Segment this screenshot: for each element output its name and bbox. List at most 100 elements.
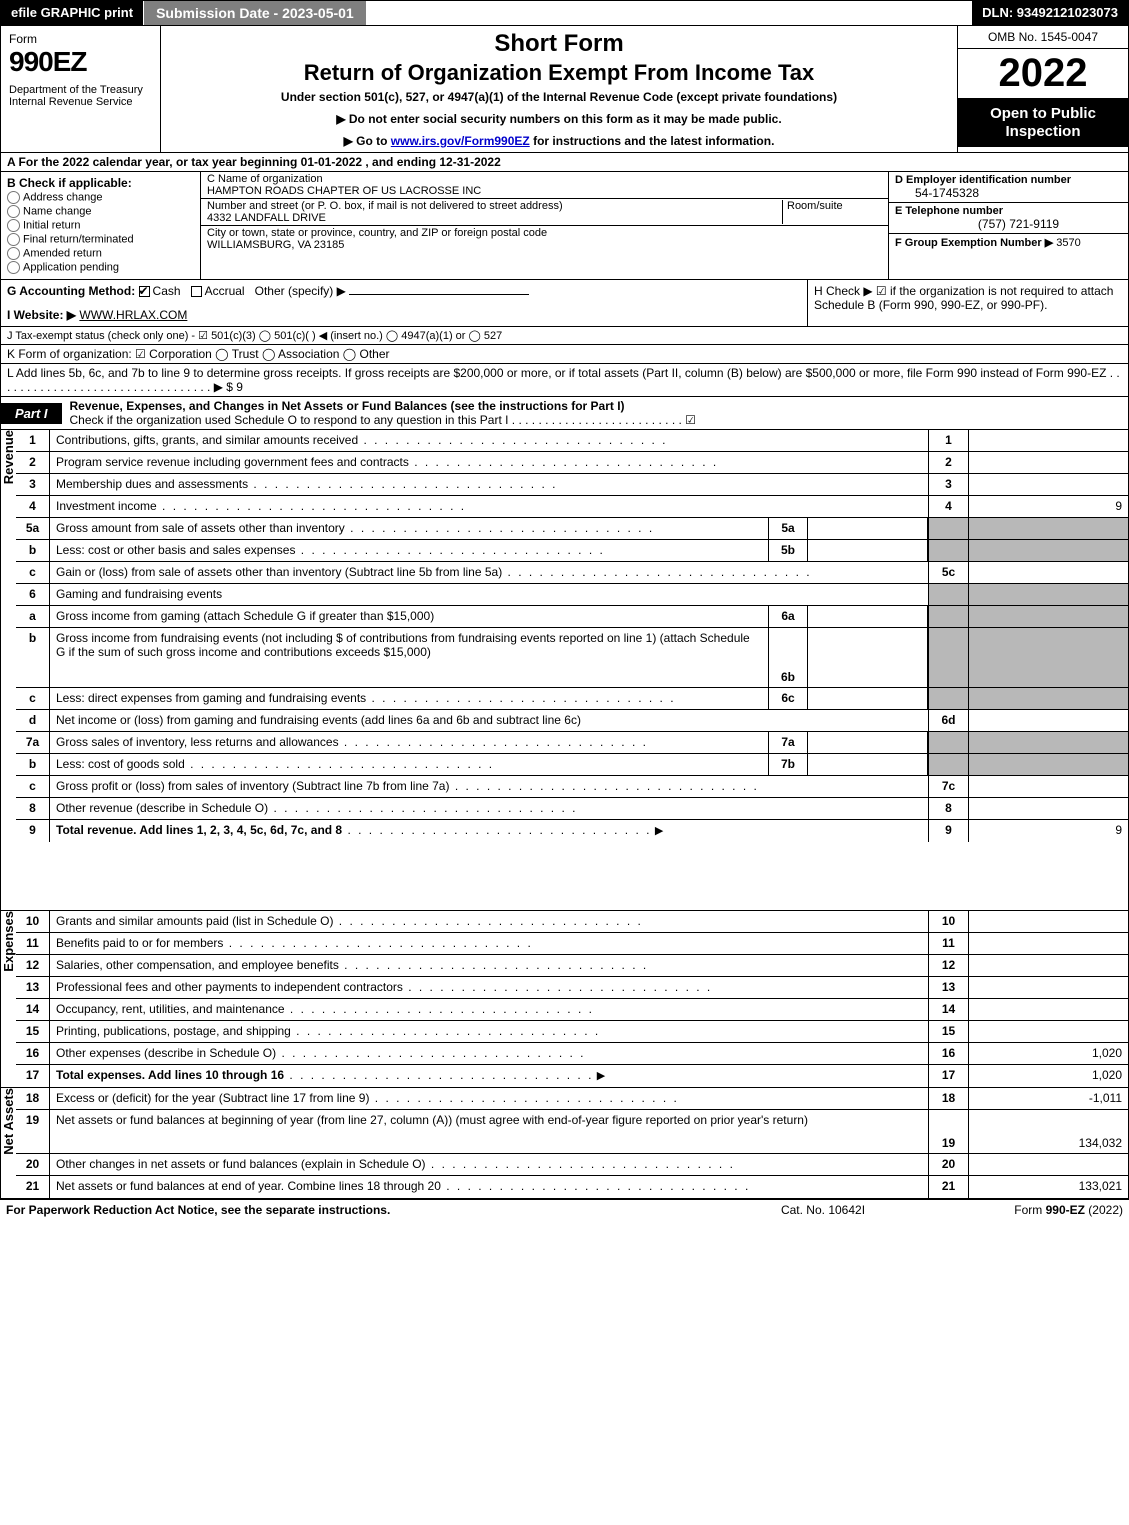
part-i-bar: Part I Revenue, Expenses, and Changes in… [0, 397, 1129, 430]
line-13-rnum: 13 [928, 977, 968, 998]
line-5b-desc: Less: cost or other basis and sales expe… [50, 540, 768, 561]
line-6-rnum-shade [928, 584, 968, 605]
line-5b-sv [808, 540, 928, 561]
section-d-e-f: D Employer identification number 54-1745… [888, 172, 1128, 279]
radio-application-pending[interactable] [7, 261, 20, 274]
line-18-desc: Excess or (deficit) for the year (Subtra… [50, 1088, 928, 1109]
line-7c-desc: Gross profit or (loss) from sales of inv… [50, 776, 928, 797]
line-5a-desc: Gross amount from sale of assets other t… [50, 518, 768, 539]
line-6d-num: d [16, 710, 50, 731]
radio-address-change[interactable] [7, 191, 20, 204]
line-8-val [968, 798, 1128, 819]
line-8-desc: Other revenue (describe in Schedule O) [50, 798, 928, 819]
line-14-rnum: 14 [928, 999, 968, 1020]
part-i-check-text: Check if the organization used Schedule … [70, 413, 696, 427]
other-input-line[interactable] [349, 294, 529, 295]
street-label: Number and street (or P. O. box, if mail… [207, 200, 782, 212]
check-address-change[interactable]: Address change [7, 191, 194, 204]
line-19-num: 19 [16, 1110, 50, 1153]
city-value: WILLIAMSBURG, VA 23185 [207, 239, 882, 251]
line-20-rnum: 20 [928, 1154, 968, 1175]
line-17-val: 1,020 [968, 1065, 1128, 1087]
check-cash[interactable] [139, 286, 150, 297]
check-accrual[interactable] [191, 286, 202, 297]
line-7b-rval-shade [968, 754, 1128, 775]
line-5c-desc: Gain or (loss) from sale of assets other… [50, 562, 928, 583]
instr2-pre: ▶ Go to [344, 134, 391, 148]
line-6c-rnum-shade [928, 688, 968, 709]
form-header: Form 990EZ Department of the Treasury In… [0, 26, 1129, 153]
line-6b-rval-shade [968, 628, 1128, 687]
phone-value: (757) 721-9119 [895, 217, 1122, 231]
line-12-num: 12 [16, 955, 50, 976]
line-19-desc: Net assets or fund balances at beginning… [50, 1110, 928, 1153]
check-name-change[interactable]: Name change [7, 205, 194, 218]
line-20-desc: Other changes in net assets or fund bala… [50, 1154, 928, 1175]
line-3-num: 3 [16, 474, 50, 495]
page-footer: For Paperwork Reduction Act Notice, see … [0, 1199, 1129, 1220]
line-15-num: 15 [16, 1021, 50, 1042]
line-19-rnum: 19 [928, 1110, 968, 1153]
check-final-return[interactable]: Final return/terminated [7, 233, 194, 246]
line-6a-sn: 6a [768, 606, 808, 627]
line-3-rnum: 3 [928, 474, 968, 495]
line-6-num: 6 [16, 584, 50, 605]
dln-label: DLN: 93492121023073 [972, 1, 1128, 25]
line-16-val: 1,020 [968, 1043, 1128, 1064]
line-6c-sv [808, 688, 928, 709]
efile-print-button[interactable]: efile GRAPHIC print [1, 1, 144, 25]
radio-amended-return[interactable] [7, 247, 20, 260]
line-14-num: 14 [16, 999, 50, 1020]
line-6c-desc: Less: direct expenses from gaming and fu… [50, 688, 768, 709]
check-application-pending[interactable]: Application pending [7, 261, 194, 274]
check-initial-return[interactable]: Initial return [7, 219, 194, 232]
radio-final-return[interactable] [7, 233, 20, 246]
line-12-val [968, 955, 1128, 976]
line-15-desc: Printing, publications, postage, and shi… [50, 1021, 928, 1042]
line-16-rnum: 16 [928, 1043, 968, 1064]
line-12-desc: Salaries, other compensation, and employ… [50, 955, 928, 976]
line-14-desc: Occupancy, rent, utilities, and maintena… [50, 999, 928, 1020]
line-17-desc: Total expenses. Add lines 10 through 16 … [50, 1065, 928, 1087]
line-7a-rval-shade [968, 732, 1128, 753]
line-16-desc: Other expenses (describe in Schedule O) [50, 1043, 928, 1064]
line-12-rnum: 12 [928, 955, 968, 976]
radio-initial-return[interactable] [7, 219, 20, 232]
header-right: OMB No. 1545-0047 2022 Open to Public In… [958, 26, 1128, 152]
line-3-val [968, 474, 1128, 495]
tax-year: 2022 [958, 49, 1128, 99]
accrual-label: Accrual [205, 284, 245, 298]
header-center: Short Form Return of Organization Exempt… [161, 26, 958, 152]
line-21-desc: Net assets or fund balances at end of ye… [50, 1176, 928, 1198]
line-15-val [968, 1021, 1128, 1042]
line-5b-sn: 5b [768, 540, 808, 561]
group-label: F Group Exemption Number ▶ [895, 237, 1053, 249]
ein-row: D Employer identification number 54-1745… [889, 172, 1128, 203]
line-5a-sv [808, 518, 928, 539]
ein-value: 54-1745328 [895, 186, 1122, 200]
line-6a-rval-shade [968, 606, 1128, 627]
line-14-val [968, 999, 1128, 1020]
org-name-label: C Name of organization [207, 173, 882, 185]
line-6c-rval-shade [968, 688, 1128, 709]
line-5b-rnum-shade [928, 540, 968, 561]
radio-name-change[interactable] [7, 205, 20, 218]
line-6b-sv [808, 628, 928, 687]
line-5a-rval-shade [968, 518, 1128, 539]
line-2-desc: Program service revenue including govern… [50, 452, 928, 473]
sections-b-c-d: B Check if applicable: Address change Na… [0, 172, 1129, 280]
section-g: G Accounting Method: Cash Accrual Other … [1, 280, 808, 326]
line-21-val: 133,021 [968, 1176, 1128, 1198]
line-9-val: 9 [968, 820, 1128, 842]
check-amended-return[interactable]: Amended return [7, 247, 194, 260]
website-link[interactable]: WWW.HRLAX.COM [79, 308, 187, 322]
irs-link[interactable]: www.irs.gov/Form990EZ [391, 134, 530, 148]
line-10-desc: Grants and similar amounts paid (list in… [50, 911, 928, 932]
submission-date: Submission Date - 2023-05-01 [144, 1, 366, 25]
line-6b-rnum-shade [928, 628, 968, 687]
cat-no: Cat. No. 10642I [723, 1203, 923, 1217]
street-value: 4332 LANDFALL DRIVE [207, 212, 782, 224]
line-4-val: 9 [968, 496, 1128, 517]
line-9-desc: Total revenue. Add lines 1, 2, 3, 4, 5c,… [50, 820, 928, 842]
line-7c-rnum: 7c [928, 776, 968, 797]
